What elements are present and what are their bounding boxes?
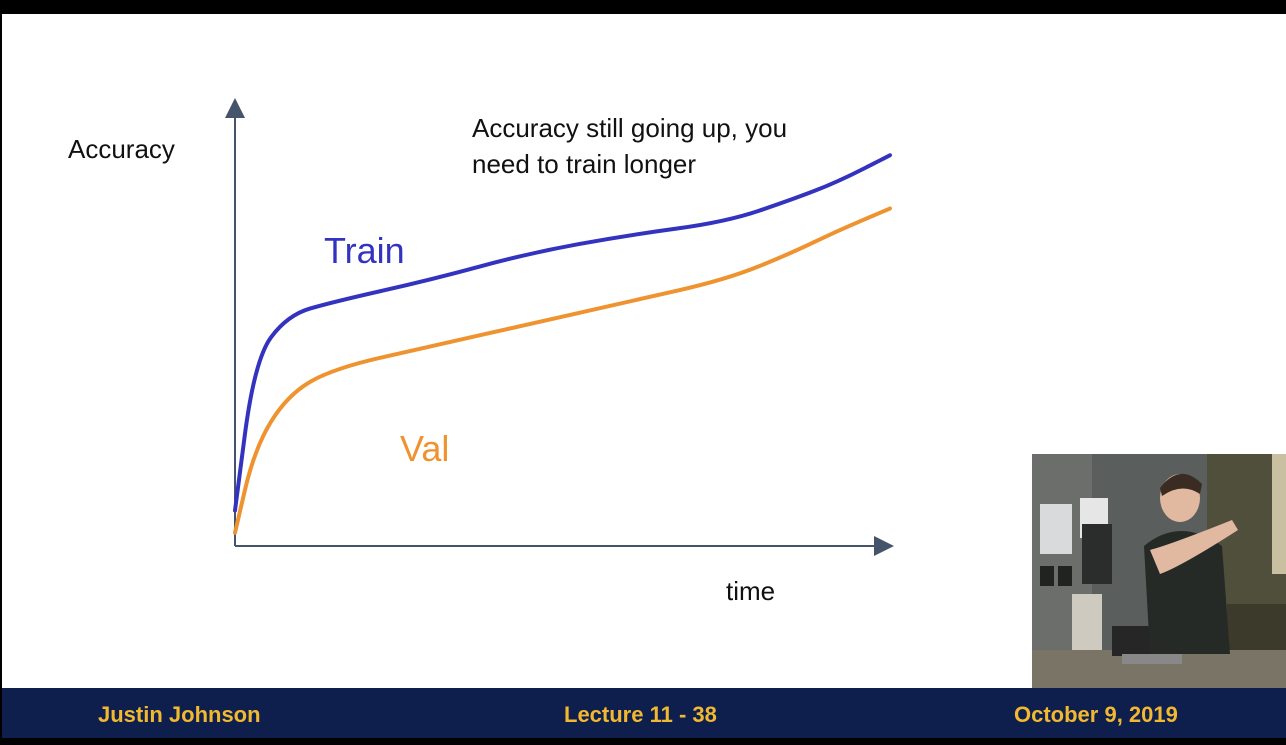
- footer-date: October 9, 2019: [1014, 702, 1178, 727]
- series-layer: [233, 153, 892, 535]
- slide-annotation: Accuracy still going up, you need to tra…: [472, 110, 787, 182]
- annotation-line-2: need to train longer: [472, 149, 697, 179]
- footer-lecture: Lecture 11 - 38: [564, 702, 717, 727]
- accuracy-chart: [225, 98, 894, 556]
- series-line-train: [233, 153, 892, 513]
- series-label-val: Val: [400, 428, 450, 469]
- speaker-webcam: [1032, 454, 1286, 688]
- annotation-line-1: Accuracy still going up, you: [472, 113, 788, 143]
- y-axis-label: Accuracy: [68, 134, 175, 164]
- x-axis-label: time: [726, 576, 776, 606]
- series-line-val: [233, 206, 892, 535]
- series-label-train: Train: [324, 230, 405, 271]
- slide-footer: Justin Johnson Lecture 11 - 38 October 9…: [2, 688, 1286, 738]
- slide: Accuracy Accuracy still going up, you ne…: [2, 14, 1286, 688]
- footer-author: Justin Johnson: [98, 702, 261, 727]
